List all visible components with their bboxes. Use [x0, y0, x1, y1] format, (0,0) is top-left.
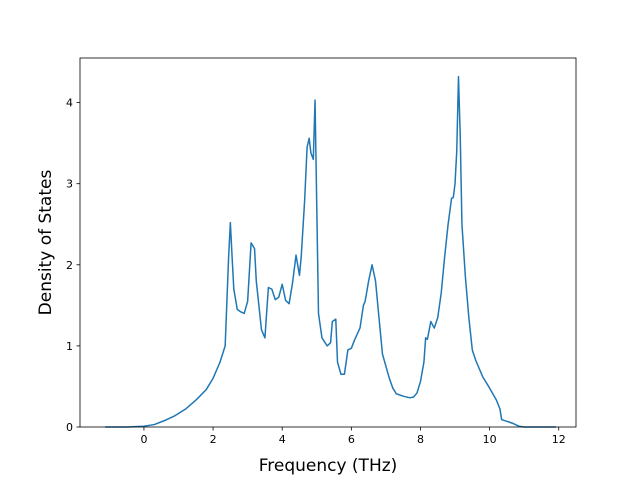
x-axis-label: Frequency (THz): [259, 456, 398, 476]
y-tick-label: 2: [66, 259, 73, 272]
x-tick-label: 12: [552, 433, 566, 446]
x-tick-label: 6: [348, 433, 355, 446]
y-tick-label: 1: [66, 340, 73, 353]
plot-frame: [79, 57, 577, 428]
series-line: [105, 75, 557, 428]
x-tick-label: 2: [210, 433, 217, 446]
x-axis-ticks: 0 2 4 6 8 10 12: [140, 427, 566, 446]
x-tick-label: 0: [140, 433, 147, 446]
y-axis-label: Density of States: [36, 170, 56, 316]
plot-area: [80, 58, 576, 427]
x-tick-label: 10: [483, 433, 497, 446]
y-tick-label: 3: [66, 178, 73, 191]
x-tick-label: 8: [417, 433, 424, 446]
x-tick-label: 4: [279, 433, 286, 446]
y-tick-label: 0: [66, 421, 73, 434]
y-tick-label: 4: [66, 97, 73, 110]
y-axis-ticks: 0 1 2 3 4: [66, 97, 80, 434]
